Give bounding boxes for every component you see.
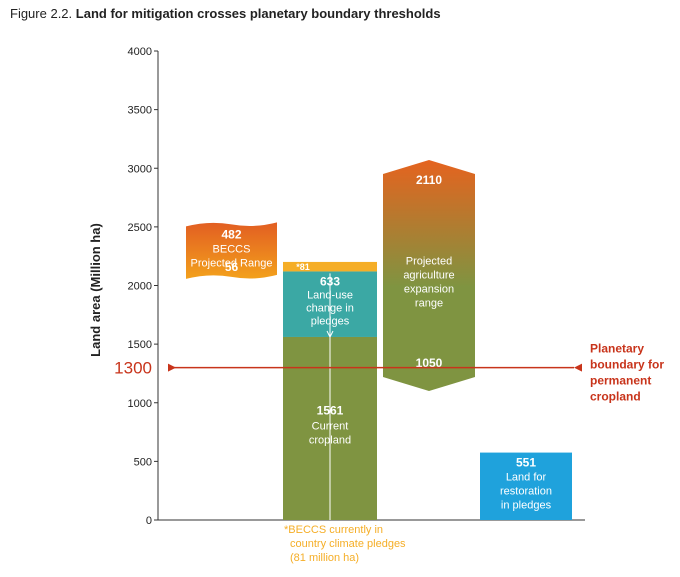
- bar-beccs-label-line: Projected Range: [191, 257, 273, 269]
- y-tick-label: 1500: [128, 339, 152, 351]
- threshold-value-label: 1300: [114, 359, 152, 378]
- figure-title-text: Land for mitigation crosses planetary bo…: [75, 6, 441, 21]
- bar-agri-bottom-value: 1050: [416, 356, 443, 370]
- bar-agri-top-value: 2110: [416, 173, 442, 187]
- footnote: *BECCS currently in country climate pledg…: [284, 524, 406, 564]
- y-tick-label: 500: [134, 456, 152, 468]
- bar-agri-label-line: Projected: [406, 255, 452, 267]
- y-tick-label: 4000: [128, 46, 152, 58]
- bar-beccs-label-line: BECCS: [213, 243, 251, 255]
- y-tick-label: 3500: [128, 105, 152, 117]
- bar-beccs-projected-range: [186, 222, 277, 279]
- y-tick-label: 1000: [128, 398, 152, 410]
- bar-agri-label-line: expansion: [404, 283, 454, 295]
- threshold-right-arrow: [574, 363, 582, 372]
- bar-restoration-label-line: Land for: [506, 472, 547, 484]
- bar-restoration-value: 551: [516, 456, 536, 470]
- footnote-line: (81 million ha): [290, 552, 359, 564]
- y-axis-label: Land area (Million ha): [88, 223, 103, 357]
- footnote-line: country climate pledges: [290, 538, 406, 550]
- threshold-left-arrow: [168, 363, 176, 372]
- stack-guide-arrow: [326, 330, 334, 339]
- threshold: 1300 Planetary boundary for permanent cropla…: [114, 341, 664, 403]
- footnote-line: *BECCS currently in: [284, 524, 383, 536]
- threshold-annotation-line: cropland: [590, 389, 641, 403]
- y-tick-label: 2500: [128, 222, 152, 234]
- y-tick-label: 3000: [128, 163, 152, 175]
- bar-beccs-pledge-label: *81: [296, 262, 310, 272]
- threshold-annotation-line: Planetary: [590, 341, 644, 355]
- bar-agri-label-line: range: [415, 297, 443, 309]
- figure-title: Figure 2.2. Land for mitigation crosses …: [10, 6, 441, 21]
- bar-beccs-in-pledges: [283, 261, 377, 272]
- threshold-annotation-line: permanent: [590, 373, 651, 387]
- bar-beccs-bottom-value: 56: [225, 260, 239, 274]
- y-tick-label: 0: [146, 515, 152, 527]
- bar-restoration: [480, 452, 572, 520]
- bar-restoration-label-line: in pledges: [501, 500, 552, 512]
- threshold-annotation-line: boundary for: [590, 357, 664, 371]
- bar-restoration-label-line: restoration: [500, 486, 552, 498]
- bar-beccs-top-value: 482: [221, 227, 241, 241]
- bar-agriculture-expansion: [383, 160, 475, 392]
- bar-agri-label-line: agriculture: [403, 269, 454, 281]
- figure-number: Figure 2.2.: [10, 6, 73, 21]
- y-tick-label: 2000: [128, 281, 152, 293]
